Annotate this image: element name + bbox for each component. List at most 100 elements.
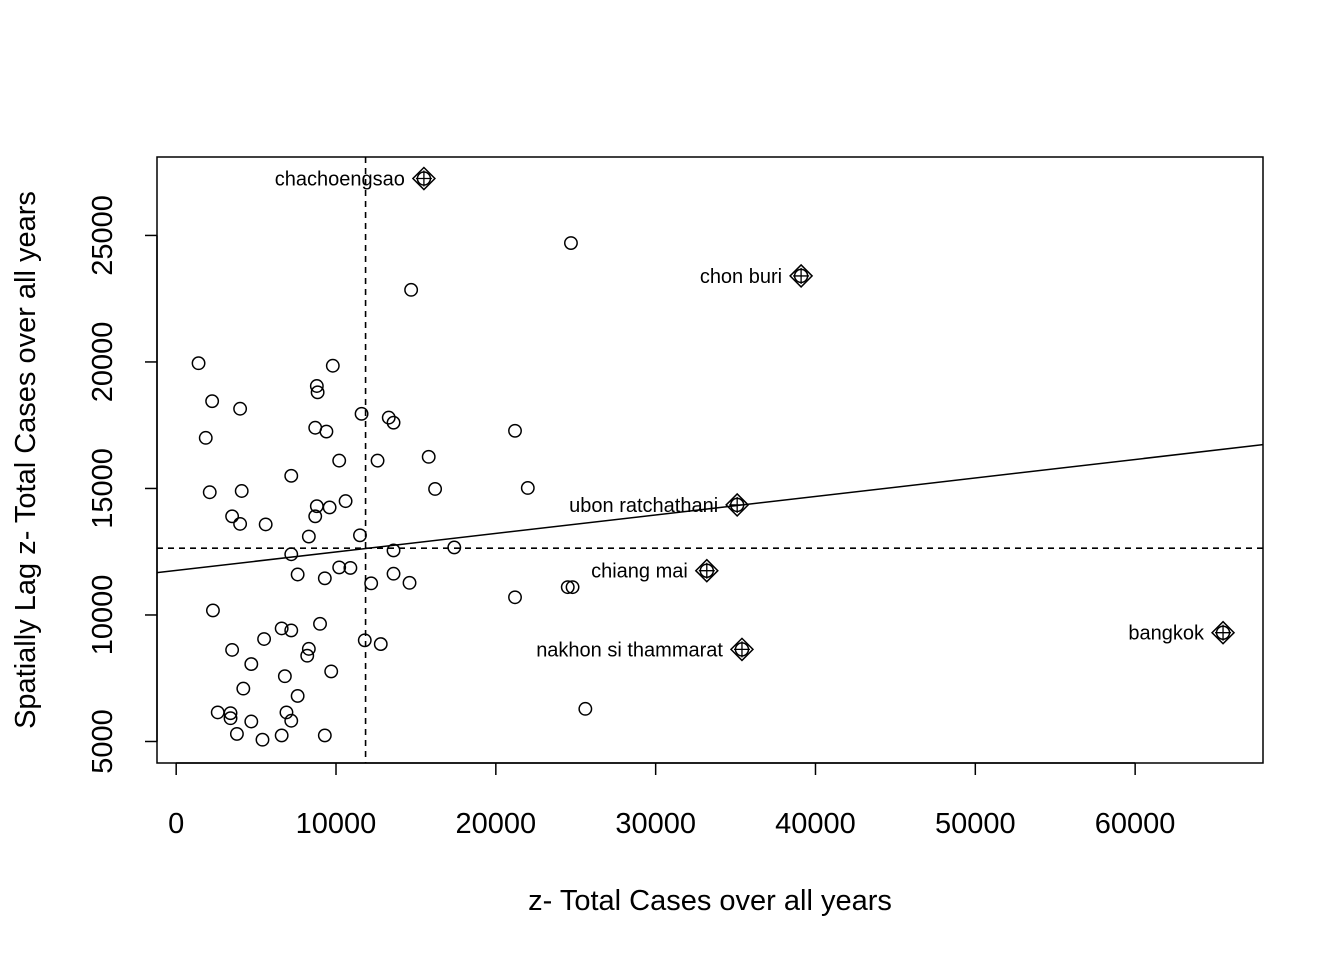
data-point — [357, 633, 372, 648]
data-point — [284, 547, 299, 562]
influential-point: chon buri — [700, 263, 814, 288]
regression-line — [156, 443, 1264, 574]
x-tick-label: 20000 — [456, 808, 537, 840]
data-point — [319, 424, 334, 439]
data-point — [338, 494, 353, 509]
data-point — [290, 688, 305, 703]
data-point — [404, 282, 419, 297]
y-axis-title: Spatially Lag z- Total Cases over all ye… — [10, 191, 42, 729]
data-point — [233, 401, 248, 416]
data-point — [236, 681, 251, 696]
data-point — [191, 356, 206, 371]
point-label: nakhon si thammarat — [536, 639, 723, 661]
influential-point-diamond — [725, 492, 750, 517]
data-point — [198, 430, 213, 445]
data-point — [364, 576, 379, 591]
data-point — [386, 415, 401, 430]
data-point — [223, 706, 238, 721]
mean-lines — [157, 157, 1263, 763]
data-point — [447, 540, 462, 555]
point-label: bangkok — [1128, 623, 1205, 645]
data-point — [386, 543, 401, 558]
data-point — [353, 528, 367, 543]
data-point — [332, 560, 347, 575]
influential-point: ubon ratchathani — [569, 492, 750, 517]
x-tick-label: 30000 — [615, 808, 696, 840]
x-tick-label: 60000 — [1095, 808, 1176, 840]
data-point — [317, 571, 332, 586]
influential-point-diamond — [694, 558, 719, 583]
data-point — [284, 468, 299, 483]
data-points — [191, 236, 593, 747]
data-point — [343, 560, 358, 575]
data-point — [310, 385, 325, 400]
data-point — [421, 449, 436, 464]
data-point — [225, 642, 240, 657]
data-point — [325, 358, 340, 373]
point-label: chachoengsao — [275, 169, 405, 191]
data-point — [402, 575, 417, 590]
data-point — [322, 500, 337, 515]
data-point — [354, 406, 369, 421]
data-point — [205, 394, 220, 409]
influential-points: chachoengsao chon buri ubon ratchathani chi… — [275, 166, 1236, 662]
data-point — [284, 713, 299, 728]
plot-frame — [156, 156, 1264, 764]
data-point — [277, 669, 292, 684]
data-point — [373, 637, 388, 652]
y-tick-label: 25000 — [87, 195, 119, 276]
data-point — [324, 664, 339, 679]
influential-point-diamond — [789, 263, 814, 288]
point-label: ubon ratchathani — [569, 495, 718, 517]
y-axis: 5000 10000 15000 20000 25000 — [87, 195, 158, 774]
influential-point: bangkok — [1128, 620, 1236, 645]
x-axis: 0 10000 20000 30000 40000 50000 60000 — [168, 762, 1176, 840]
data-point — [301, 641, 316, 656]
y-tick-label: 5000 — [87, 709, 119, 774]
y-tick-label: 15000 — [87, 448, 119, 529]
data-point — [274, 728, 289, 743]
point-label: chon buri — [700, 266, 782, 288]
data-point — [313, 616, 327, 631]
data-point — [508, 423, 522, 438]
data-point — [202, 485, 217, 500]
influential-point: nakhon si thammarat — [536, 637, 755, 662]
data-point — [258, 517, 273, 532]
data-point — [284, 623, 299, 638]
data-point — [309, 379, 324, 393]
data-point — [317, 728, 332, 743]
data-point — [210, 705, 225, 720]
data-point — [279, 705, 294, 720]
x-tick-label: 0 — [168, 808, 184, 840]
influential-point: chachoengsao — [275, 166, 436, 191]
data-point — [223, 711, 238, 726]
data-point — [332, 453, 347, 468]
influential-point-diamond — [1210, 620, 1236, 645]
data-point — [560, 580, 575, 595]
data-point — [381, 410, 396, 425]
x-tick-label: 10000 — [296, 808, 377, 840]
data-point — [370, 453, 385, 468]
data-point — [520, 481, 535, 495]
data-point — [205, 603, 220, 618]
influential-point-diamond — [411, 166, 436, 191]
data-point — [428, 482, 443, 496]
data-point — [225, 509, 240, 524]
data-point — [229, 726, 244, 741]
influential-point-diamond — [729, 637, 755, 662]
y-tick-label: 20000 — [87, 322, 119, 403]
x-tick-label: 40000 — [775, 808, 856, 840]
data-point — [244, 714, 259, 729]
data-point — [308, 509, 323, 524]
data-point — [274, 621, 289, 636]
data-point — [578, 701, 593, 716]
x-tick-label: 50000 — [935, 808, 1016, 840]
data-point — [508, 590, 522, 605]
point-label: chiang mai — [591, 561, 688, 583]
data-point — [564, 236, 578, 250]
data-point — [233, 516, 248, 531]
data-point — [300, 648, 315, 663]
data-point — [234, 484, 249, 498]
data-point — [255, 732, 270, 747]
